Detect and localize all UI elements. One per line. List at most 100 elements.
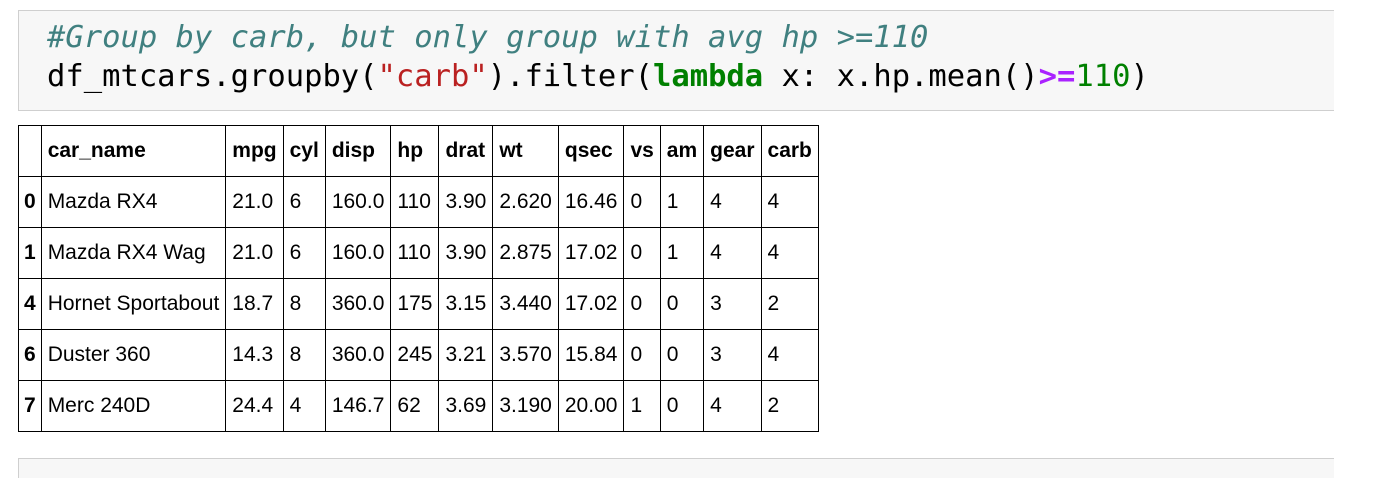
code-token: df_mtcars.groupby( <box>47 59 378 94</box>
column-header-qsec: qsec <box>557 125 625 177</box>
cell-car-name: Duster 360 <box>40 329 227 381</box>
cell-vs: 0 <box>623 329 661 381</box>
cell-mpg: 18.7 <box>225 278 284 330</box>
cell-wt: 2.875 <box>492 227 559 279</box>
table-row: 1 Mazda RX4 Wag 21.0 6 160.0 110 3.90 2.… <box>18 227 819 279</box>
cell-carb: 4 <box>760 329 819 381</box>
column-header-car-name: car_name <box>40 125 227 177</box>
cell-car-name: Mazda RX4 <box>40 176 227 228</box>
cell-wt: 3.440 <box>492 278 559 330</box>
column-header-carb: carb <box>760 125 819 177</box>
dataframe-output-table: car_name mpg cyl disp hp drat wt qsec vs… <box>18 125 819 432</box>
cell-gear: 3 <box>703 329 762 381</box>
header-row: car_name mpg cyl disp hp drat wt qsec vs… <box>18 125 819 177</box>
cell-cyl: 6 <box>282 176 326 228</box>
cell-drat: 3.15 <box>438 278 494 330</box>
cell-gear: 3 <box>703 278 762 330</box>
cell-disp: 160.0 <box>324 176 392 228</box>
cell-gear: 4 <box>703 380 762 432</box>
cell-cyl: 8 <box>282 329 326 381</box>
table-row: 4 Hornet Sportabout 18.7 8 360.0 175 3.1… <box>18 278 819 330</box>
cell-cyl: 8 <box>282 278 326 330</box>
row-index: 7 <box>18 380 42 432</box>
cell-disp: 146.7 <box>324 380 392 432</box>
cell-carb: 4 <box>760 227 819 279</box>
table-row: 6 Duster 360 14.3 8 360.0 245 3.21 3.570… <box>18 329 819 381</box>
next-code-cell[interactable] <box>18 458 1334 478</box>
column-header-vs: vs <box>623 125 661 177</box>
cell-hp: 245 <box>390 329 440 381</box>
column-header-mpg: mpg <box>225 125 284 177</box>
cell-car-name: Merc 240D <box>40 380 227 432</box>
code-line-comment: #Group by carb, but only group with avg … <box>47 20 929 55</box>
cell-qsec: 15.84 <box>557 329 625 381</box>
column-header-am: am <box>659 125 705 177</box>
cell-am: 1 <box>659 227 705 279</box>
cell-gear: 4 <box>703 176 762 228</box>
cell-carb: 2 <box>760 380 819 432</box>
table-row: 7 Merc 240D 24.4 4 146.7 62 3.69 3.190 2… <box>18 380 819 432</box>
code-token: x: x.hp.mean() <box>763 59 1039 94</box>
cell-vs: 0 <box>623 176 661 228</box>
cell-cyl: 4 <box>282 380 326 432</box>
code-token: ).filter( <box>487 59 653 94</box>
column-header-gear: gear <box>703 125 762 177</box>
cell-mpg: 14.3 <box>225 329 284 381</box>
cell-car-name: Hornet Sportabout <box>40 278 227 330</box>
cell-mpg: 21.0 <box>225 227 284 279</box>
cell-drat: 3.21 <box>438 329 494 381</box>
cell-car-name: Mazda RX4 Wag <box>40 227 227 279</box>
cell-carb: 4 <box>760 176 819 228</box>
cell-am: 0 <box>659 380 705 432</box>
code-comment: #Group by carb, but only group with avg … <box>47 20 929 55</box>
cell-qsec: 17.02 <box>557 278 625 330</box>
cell-hp: 110 <box>390 176 440 228</box>
code-string: "carb" <box>377 59 488 94</box>
cell-drat: 3.69 <box>438 380 494 432</box>
cell-qsec: 17.02 <box>557 227 625 279</box>
row-index: 6 <box>18 329 42 381</box>
table-body: 0 Mazda RX4 21.0 6 160.0 110 3.90 2.620 … <box>18 176 819 432</box>
cell-cyl: 6 <box>282 227 326 279</box>
cell-vs: 1 <box>623 380 661 432</box>
column-header-drat: drat <box>438 125 494 177</box>
row-index: 1 <box>18 227 42 279</box>
code-keyword: lambda <box>652 59 764 94</box>
code-operator: >= <box>1038 59 1076 94</box>
cell-gear: 4 <box>703 227 762 279</box>
cell-disp: 360.0 <box>324 278 392 330</box>
column-header-disp: disp <box>324 125 392 177</box>
cell-qsec: 16.46 <box>557 176 625 228</box>
cell-am: 0 <box>659 329 705 381</box>
column-header-index <box>18 125 42 177</box>
cell-wt: 3.570 <box>492 329 559 381</box>
code-token: ) <box>1130 59 1149 94</box>
column-header-wt: wt <box>492 125 559 177</box>
row-index: 0 <box>18 176 42 228</box>
cell-vs: 0 <box>623 278 661 330</box>
column-header-hp: hp <box>390 125 440 177</box>
row-index: 4 <box>18 278 42 330</box>
cell-disp: 160.0 <box>324 227 392 279</box>
code-number: 110 <box>1075 59 1131 94</box>
cell-hp: 175 <box>390 278 440 330</box>
cell-am: 1 <box>659 176 705 228</box>
code-line-groupby: df_mtcars.groupby("carb").filter(lambda … <box>47 59 1149 94</box>
cell-disp: 360.0 <box>324 329 392 381</box>
code-cell-input[interactable]: #Group by carb, but only group with avg … <box>18 10 1334 111</box>
cell-drat: 3.90 <box>438 176 494 228</box>
cell-vs: 0 <box>623 227 661 279</box>
cell-hp: 62 <box>390 380 440 432</box>
column-header-cyl: cyl <box>282 125 326 177</box>
cell-am: 0 <box>659 278 705 330</box>
cell-qsec: 20.00 <box>557 380 625 432</box>
table-header: car_name mpg cyl disp hp drat wt qsec vs… <box>18 125 819 177</box>
cell-mpg: 24.4 <box>225 380 284 432</box>
cell-wt: 3.190 <box>492 380 559 432</box>
cell-mpg: 21.0 <box>225 176 284 228</box>
cell-hp: 110 <box>390 227 440 279</box>
table-row: 0 Mazda RX4 21.0 6 160.0 110 3.90 2.620 … <box>18 176 819 228</box>
cell-carb: 2 <box>760 278 819 330</box>
cell-wt: 2.620 <box>492 176 559 228</box>
cell-drat: 3.90 <box>438 227 494 279</box>
